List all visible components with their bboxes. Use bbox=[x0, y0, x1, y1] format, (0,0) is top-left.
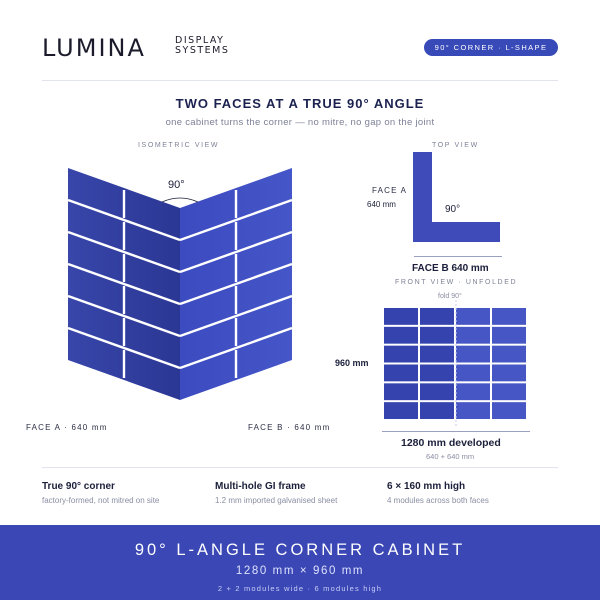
footer-band bbox=[0, 525, 600, 600]
feature-subtitle: 4 modules across both faces bbox=[387, 496, 489, 505]
brand-line-2: SYSTEMS bbox=[175, 45, 230, 56]
brand-logo: LUMINA bbox=[42, 34, 146, 62]
front-view-drawing bbox=[382, 300, 528, 428]
footer-modules: 2 + 2 modules wide · 6 modules high bbox=[217, 584, 383, 593]
front-module bbox=[384, 383, 418, 401]
feature-title: Multi-hole GI frame bbox=[215, 481, 306, 492]
front-view-caption: FRONT VIEW · UNFOLDED bbox=[395, 279, 518, 286]
page-title: TWO FACES AT A TRUE 90° ANGLE bbox=[175, 96, 425, 111]
face-b-row-seam bbox=[179, 294, 293, 338]
isometric-drawing bbox=[67, 168, 293, 400]
brand-subtitle: DISPLAY SYSTEMS bbox=[175, 36, 229, 56]
front-module bbox=[420, 345, 454, 363]
header-divider bbox=[42, 80, 558, 81]
face-b-row-seam bbox=[179, 230, 293, 274]
front-module bbox=[492, 383, 526, 401]
front-module bbox=[420, 364, 454, 382]
front-module bbox=[456, 326, 490, 344]
front-module bbox=[492, 364, 526, 382]
front-module bbox=[384, 308, 418, 325]
feature-frame: Multi-hole GI frame 1.2 mm imported galv… bbox=[215, 481, 337, 505]
feature-title: True 90° corner bbox=[42, 481, 115, 492]
face-b-module-grid bbox=[179, 190, 293, 378]
face-b-row-seam bbox=[179, 262, 293, 306]
front-view-frame bbox=[382, 306, 528, 421]
feature-title: 6 × 160 mm high bbox=[387, 481, 466, 492]
front-module bbox=[456, 402, 490, 419]
front-module bbox=[420, 383, 454, 401]
corner-badge: 90° CORNER · L-SHAPE bbox=[424, 39, 558, 56]
brand-line-1: DISPLAY bbox=[175, 35, 225, 46]
face-b-row-seam bbox=[179, 198, 293, 242]
front-view-height-label: 960 mm bbox=[335, 358, 369, 368]
face-b-row-seam bbox=[179, 326, 293, 370]
feature-subtitle: factory-formed, not mitred on site bbox=[42, 496, 160, 505]
footer-title: 90° L-ANGLE CORNER CABINET bbox=[134, 541, 466, 559]
top-view-angle-label: 90° bbox=[445, 204, 461, 215]
front-module bbox=[384, 364, 418, 382]
front-view-dimension-line bbox=[382, 431, 530, 432]
front-module bbox=[420, 308, 454, 325]
feature-modules: 6 × 160 mm high 4 modules across both fa… bbox=[387, 481, 489, 505]
face-a-module-grid bbox=[67, 190, 181, 378]
front-module bbox=[420, 326, 454, 344]
top-view-face-a-size: 640 mm bbox=[367, 200, 396, 209]
face-a-row-seam bbox=[67, 326, 181, 370]
front-module bbox=[492, 308, 526, 325]
front-module bbox=[384, 345, 418, 363]
feature-corner: True 90° corner factory-formed, not mitr… bbox=[42, 481, 159, 505]
isometric-face-b-label: FACE B · 640 mm bbox=[248, 423, 331, 432]
front-module bbox=[456, 383, 490, 401]
front-module bbox=[456, 308, 490, 325]
face-a-row-seam bbox=[67, 198, 181, 242]
front-module bbox=[492, 326, 526, 344]
front-module bbox=[384, 326, 418, 344]
angle-arc bbox=[161, 197, 199, 203]
front-module bbox=[456, 364, 490, 382]
face-a-row-seam bbox=[67, 230, 181, 274]
front-view-developed-label: 1280 mm developed bbox=[401, 437, 501, 449]
front-module bbox=[420, 402, 454, 419]
front-module bbox=[492, 402, 526, 419]
isometric-face-a-label: FACE A · 640 mm bbox=[26, 423, 108, 432]
front-module bbox=[384, 402, 418, 419]
top-view-dimension-line bbox=[414, 256, 502, 257]
footer-dimensions: 1280 mm × 960 mm bbox=[235, 565, 365, 577]
front-module bbox=[456, 345, 490, 363]
front-module bbox=[492, 345, 526, 363]
face-a-row-seam bbox=[67, 262, 181, 306]
top-view-caption: TOP VIEW bbox=[432, 142, 479, 149]
isometric-angle-label: 90° bbox=[168, 179, 185, 191]
fold-label: fold 90° bbox=[438, 293, 462, 300]
feature-subtitle: 1.2 mm imported galvanised sheet bbox=[215, 496, 338, 505]
top-view-face-a-label: FACE A bbox=[372, 186, 408, 195]
top-view-drawing bbox=[413, 152, 500, 242]
top-view-face-b-label: FACE B 640 mm bbox=[412, 263, 489, 274]
page-subtitle: one cabinet turns the corner — no mitre,… bbox=[165, 117, 435, 128]
face-a-row-seam bbox=[67, 294, 181, 338]
features-divider bbox=[42, 467, 558, 468]
front-view-split-label: 640 + 640 mm bbox=[426, 452, 475, 461]
front-view-module-grid bbox=[384, 308, 526, 419]
top-view-l-shape bbox=[413, 152, 500, 242]
isometric-caption: ISOMETRIC VIEW bbox=[138, 142, 220, 149]
